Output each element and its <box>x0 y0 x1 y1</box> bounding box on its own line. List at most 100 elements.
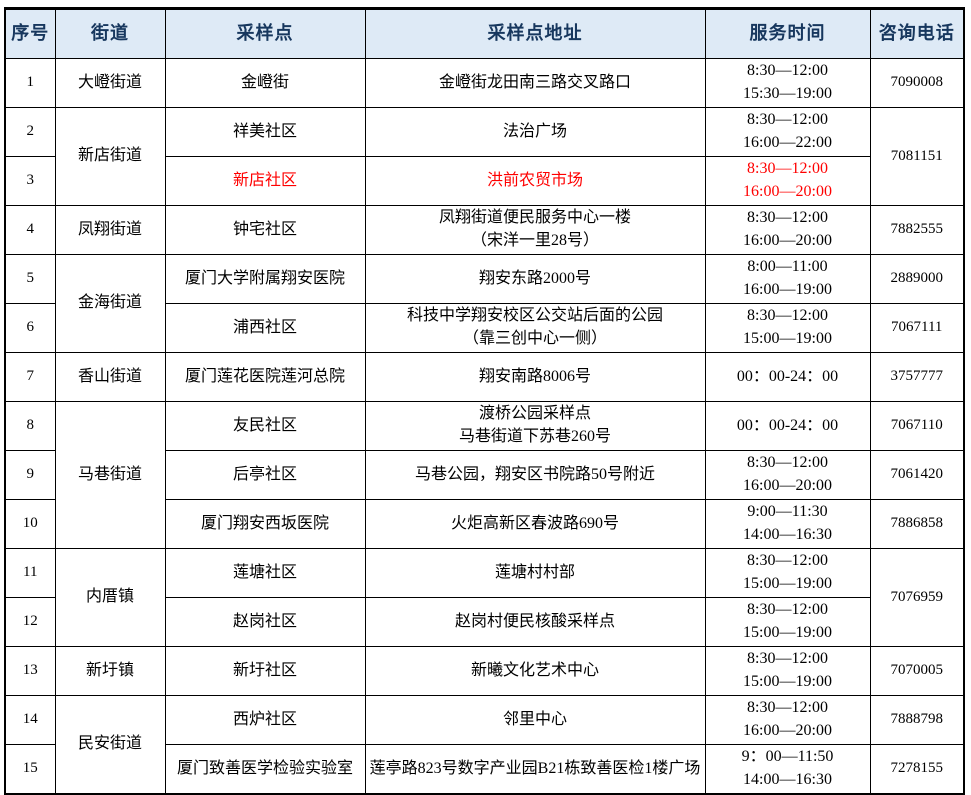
cell-street: 民安街道 <box>54 695 166 795</box>
cell-serial: 10 <box>4 499 56 549</box>
cell-street: 新店街道 <box>54 107 166 206</box>
cell-address: 凤翔街道便民服务中心一楼 （宋洋一里28号） <box>364 205 706 255</box>
cell-phone: 7278155 <box>869 744 965 795</box>
cell-phone: 7090008 <box>869 58 965 108</box>
cell-service-time: 8:30—12:00 15:00—19:00 <box>704 646 871 696</box>
cell-phone: 7882555 <box>869 205 965 255</box>
table-row: 13 新圩镇 新圩社区 新曦文化艺术中心 8:30—12:00 15:00—19… <box>4 646 965 696</box>
sampling-points-table: 序号 街道 采样点 采样点地址 服务时间 咨询电话 1 大嶝街道 金嶝街 金嶝街… <box>4 7 965 795</box>
cell-service-time: 8:30—12:00 16:00—22:00 <box>704 107 871 157</box>
cell-address: 翔安东路2000号 <box>364 254 706 304</box>
cell-serial: 12 <box>4 597 56 647</box>
cell-phone: 2889000 <box>869 254 965 304</box>
cell-service-time: 8:30—12:00 15:30—19:00 <box>704 58 871 108</box>
cell-service-time: 8:30—12:00 15:00—19:00 <box>704 303 871 353</box>
header-row: 序号 街道 采样点 采样点地址 服务时间 咨询电话 <box>4 8 965 59</box>
cell-serial: 11 <box>4 548 56 598</box>
cell-phone: 7067111 <box>869 303 965 353</box>
column-header-site: 采样点 <box>164 8 366 59</box>
cell-street: 香山街道 <box>54 352 166 402</box>
cell-phone: 3757777 <box>869 352 965 402</box>
cell-site: 钟宅社区 <box>164 205 366 255</box>
cell-site: 厦门大学附属翔安医院 <box>164 254 366 304</box>
cell-service-time: 8:30—12:00 16:00—20:00 <box>704 205 871 255</box>
cell-street: 新圩镇 <box>54 646 166 696</box>
cell-serial: 1 <box>4 58 56 108</box>
column-header-address: 采样点地址 <box>364 8 706 59</box>
cell-address: 科技中学翔安校区公交站后面的公园 （靠三创中心一侧） <box>364 303 706 353</box>
cell-serial: 6 <box>4 303 56 353</box>
cell-serial: 3 <box>4 156 56 206</box>
cell-site: 莲塘社区 <box>164 548 366 598</box>
cell-phone: 7061420 <box>869 450 965 500</box>
cell-phone: 7886858 <box>869 499 965 549</box>
table-row: 10 厦门翔安西坂医院 火炬高新区春波路690号 9:00—11:30 14:0… <box>4 499 965 549</box>
cell-site: 厦门致善医学检验实验室 <box>164 744 366 795</box>
cell-address: 莲亭路823号数字产业园B21栋致善医检1楼广场 <box>364 744 706 795</box>
cell-address: 金嶝街龙田南三路交叉路口 <box>364 58 706 108</box>
cell-phone: 7888798 <box>869 695 965 745</box>
cell-site: 祥美社区 <box>164 107 366 157</box>
cell-site: 后亭社区 <box>164 450 366 500</box>
cell-serial: 4 <box>4 205 56 255</box>
cell-street: 金海街道 <box>54 254 166 353</box>
table-row: 5 金海街道 厦门大学附属翔安医院 翔安东路2000号 8:00—11:00 1… <box>4 254 965 353</box>
column-header-serial: 序号 <box>4 8 56 59</box>
cell-phone: 7067110 <box>869 401 965 451</box>
cell-address: 马巷公园，翔安区书院路50号附近 <box>364 450 706 500</box>
cell-site: 金嶝街 <box>164 58 366 108</box>
table-row: 3 新店社区 洪前农贸市场 8:30—12:00 16:00—20:00 <box>4 156 964 206</box>
cell-service-time: 8:30—12:00 15:00—19:00 <box>704 597 871 647</box>
cell-street: 凤翔街道 <box>54 205 166 255</box>
cell-serial: 15 <box>4 744 56 795</box>
cell-serial: 14 <box>4 695 56 745</box>
table-row: 2 新店街道 祥美社区 法治广场 8:30—12:00 16:00—22:00 … <box>4 107 965 206</box>
cell-site: 西炉社区 <box>164 695 366 745</box>
cell-service-time: 9：00—11:50 14:00—16:30 <box>704 744 871 795</box>
cell-site: 赵岗社区 <box>164 597 366 647</box>
cell-street: 内厝镇 <box>54 548 166 647</box>
cell-service-time: 00：00-24：00 <box>704 401 871 451</box>
cell-service-time: 8:30—12:00 16:00—20:00 <box>704 450 871 500</box>
table-row: 6 浦西社区 科技中学翔安校区公交站后面的公园 （靠三创中心一侧） 8:30—1… <box>4 303 965 353</box>
cell-site: 友民社区 <box>164 401 366 451</box>
cell-address: 赵岗村便民核酸采样点 <box>364 597 706 647</box>
table-row: 14 民安街道 西炉社区 邻里中心 8:30—12:00 16:00—20:00… <box>4 695 965 795</box>
cell-address: 邻里中心 <box>364 695 706 745</box>
cell-site: 浦西社区 <box>164 303 366 353</box>
cell-phone: 7070005 <box>869 646 965 696</box>
cell-service-time: 00：00-24：00 <box>704 352 871 402</box>
cell-service-time: 8:00—11:00 16:00—19:00 <box>704 254 871 304</box>
cell-service-time: 8:30—12:00 16:00—20:00 <box>704 695 871 745</box>
cell-serial: 13 <box>4 646 56 696</box>
cell-street: 马巷街道 <box>54 401 166 549</box>
cell-address: 莲塘村村部 <box>364 548 706 598</box>
table-row: 1 大嶝街道 金嶝街 金嶝街龙田南三路交叉路口 8:30—12:00 15:30… <box>4 58 965 108</box>
table-row: 9 后亭社区 马巷公园，翔安区书院路50号附近 8:30—12:00 16:00… <box>4 450 965 500</box>
cell-serial: 8 <box>4 401 56 451</box>
column-header-phone: 咨询电话 <box>869 8 965 59</box>
cell-site: 厦门莲花医院莲河总院 <box>164 352 366 402</box>
cell-address: 洪前农贸市场 <box>364 156 706 206</box>
cell-street: 大嶝街道 <box>54 58 166 108</box>
cell-address: 法治广场 <box>364 107 706 157</box>
table-row: 4 凤翔街道 钟宅社区 凤翔街道便民服务中心一楼 （宋洋一里28号） 8:30—… <box>4 205 965 255</box>
cell-serial: 9 <box>4 450 56 500</box>
table-row: 11 内厝镇 莲塘社区 莲塘村村部 8:30—12:00 15:00—19:00… <box>4 548 965 647</box>
cell-address: 渡桥公园采样点 马巷街道下苏巷260号 <box>364 401 706 451</box>
table-row: 8 马巷街道 友民社区 渡桥公园采样点 马巷街道下苏巷260号 00：00-24… <box>4 401 965 549</box>
cell-service-time: 8:30—12:00 15:00—19:00 <box>704 548 871 598</box>
cell-serial: 5 <box>4 254 56 304</box>
cell-serial: 2 <box>4 107 56 157</box>
cell-phone: 7076959 <box>869 548 965 647</box>
cell-service-time: 9:00—11:30 14:00—16:30 <box>704 499 871 549</box>
cell-site: 新店社区 <box>164 156 366 206</box>
table-row: 15 厦门致善医学检验实验室 莲亭路823号数字产业园B21栋致善医检1楼广场 … <box>4 744 965 795</box>
cell-address: 翔安南路8006号 <box>364 352 706 402</box>
cell-phone: 7081151 <box>869 107 965 206</box>
cell-site: 厦门翔安西坂医院 <box>164 499 366 549</box>
cell-serial: 7 <box>4 352 56 402</box>
column-header-street: 街道 <box>54 8 166 59</box>
cell-service-time: 8:30—12:00 16:00—20:00 <box>704 156 871 206</box>
